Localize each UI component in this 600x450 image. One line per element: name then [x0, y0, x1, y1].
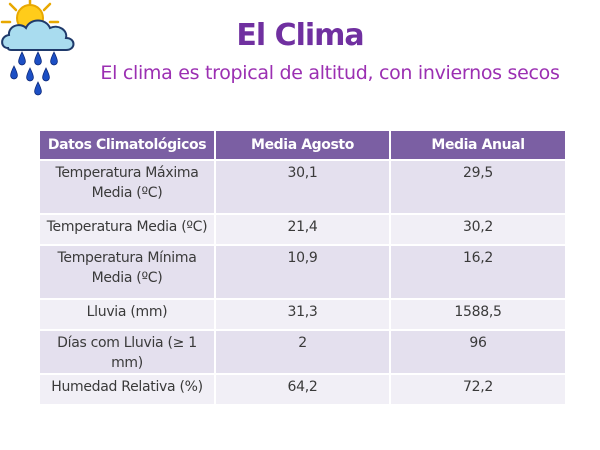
table-row: Humedad Relativa (%) 64,2 72,2 — [40, 373, 565, 404]
header-datos: Datos Climatológicos — [40, 131, 216, 160]
header-media-agosto: Media Agosto — [215, 131, 391, 160]
row-label: Temperatura Media (ºC) — [40, 213, 216, 245]
cell-agosto: 64,2 — [215, 373, 391, 404]
cell-anual: 96 — [390, 329, 565, 374]
cell-anual: 29,5 — [390, 159, 565, 214]
cell-agosto: 10,9 — [215, 244, 391, 299]
table-row: Temperatura Mínima Media (ºC) 10,9 16,2 — [40, 244, 565, 299]
climate-table: Datos Climatológicos Media Agosto Media … — [40, 131, 565, 404]
sun-cloud-rain-icon — [0, 0, 75, 96]
cell-anual: 72,2 — [390, 373, 565, 404]
table-row: Días com Lluvia (≥ 1 mm) 2 96 — [40, 329, 565, 374]
header-media-anual: Media Anual — [390, 131, 565, 160]
page-subtitle: El clima es tropical de altitud, con inv… — [100, 62, 560, 84]
cell-agosto: 2 — [215, 329, 391, 374]
table-row: Temperatura Máxima Media (ºC) 30,1 29,5 — [40, 159, 565, 214]
row-label: Temperatura Máxima Media (ºC) — [40, 159, 216, 214]
cell-anual: 30,2 — [390, 213, 565, 245]
cell-agosto: 21,4 — [215, 213, 391, 245]
table-header-row: Datos Climatológicos Media Agosto Media … — [40, 131, 565, 160]
page-title: El Clima — [236, 18, 364, 53]
table-row: Lluvia (mm) 31,3 1588,5 — [40, 298, 565, 330]
table-row: Temperatura Media (ºC) 21,4 30,2 — [40, 213, 565, 245]
row-label: Días com Lluvia (≥ 1 mm) — [40, 329, 216, 374]
row-label: Temperatura Mínima Media (ºC) — [40, 244, 216, 299]
cell-anual: 16,2 — [390, 244, 565, 299]
row-label: Lluvia (mm) — [40, 298, 216, 330]
cell-anual: 1588,5 — [390, 298, 565, 330]
cell-agosto: 30,1 — [215, 159, 391, 214]
row-label: Humedad Relativa (%) — [40, 373, 216, 404]
cell-agosto: 31,3 — [215, 298, 391, 330]
